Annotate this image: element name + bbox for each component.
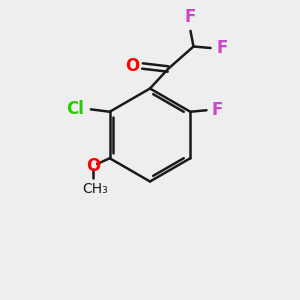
Text: F: F <box>212 101 223 119</box>
Text: CH₃: CH₃ <box>82 182 108 196</box>
Text: O: O <box>86 157 100 175</box>
Text: Cl: Cl <box>66 100 84 118</box>
Text: O: O <box>125 57 139 75</box>
Text: F: F <box>185 8 196 26</box>
Text: F: F <box>216 39 227 57</box>
